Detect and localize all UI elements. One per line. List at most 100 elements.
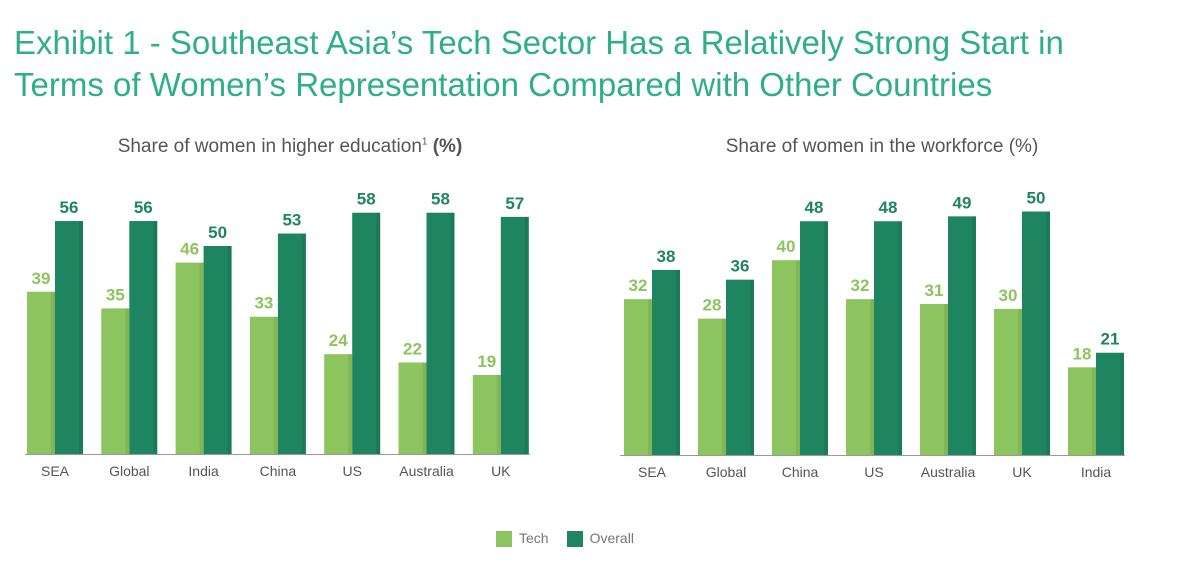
bar-overall [1022, 211, 1050, 455]
data-label: 58 [357, 190, 376, 209]
data-label: 49 [953, 193, 972, 212]
bar-tech [1068, 367, 1096, 455]
data-label: 48 [879, 198, 898, 217]
data-label: 58 [431, 190, 450, 209]
data-label: 56 [60, 198, 79, 217]
category-label: UK [491, 463, 511, 479]
bar-tech [698, 318, 726, 455]
legend-tech: Tech [496, 530, 549, 548]
bar-tech [324, 354, 353, 454]
bar-overall [203, 246, 232, 454]
bar-overall [352, 212, 381, 454]
category-label: UK [1012, 464, 1032, 480]
bar-shade [376, 212, 381, 454]
bar-shade [722, 318, 726, 455]
data-label: 53 [282, 211, 301, 230]
category-label: Australia [921, 464, 976, 480]
legend-tech-label: Tech [519, 530, 549, 546]
bar-shade [898, 221, 902, 455]
bar-overall [1096, 352, 1124, 455]
bar-shade [1018, 308, 1022, 455]
data-label: 57 [505, 194, 524, 213]
category-label: SEA [638, 464, 667, 480]
bar-shade [972, 216, 976, 455]
bar-shade [450, 212, 455, 454]
data-label: 40 [777, 237, 796, 256]
data-label: 48 [805, 198, 824, 217]
bar-tech [249, 316, 278, 454]
data-label: 22 [403, 339, 422, 358]
bar-shade [227, 246, 232, 454]
bar-tech [624, 299, 652, 455]
bar-overall [55, 221, 83, 454]
data-label: 50 [208, 223, 227, 242]
category-label: China [260, 463, 297, 479]
footnote-mark: 1 [421, 136, 428, 148]
data-label: 32 [851, 276, 870, 295]
overall-swatch [566, 531, 583, 548]
bar-overall [426, 212, 455, 454]
bar-shade [1092, 367, 1096, 455]
category-label: Global [706, 464, 746, 480]
data-label: 30 [999, 286, 1018, 305]
bar-tech [398, 362, 427, 454]
data-label: 33 [254, 294, 273, 313]
bar-tech [175, 262, 204, 454]
data-label: 38 [657, 247, 676, 266]
bar-shade [273, 316, 278, 454]
bar-overall [277, 233, 306, 454]
bar-tech [920, 304, 948, 455]
legend: Tech Overall [496, 530, 634, 548]
exhibit-title: Exhibit 1 - Southeast Asia’s Tech Sector… [14, 22, 1064, 106]
data-label: 56 [134, 198, 153, 217]
bar-shade [648, 299, 652, 455]
bar-shade [301, 233, 306, 454]
bar-tech [846, 299, 874, 455]
bar-shade [944, 304, 948, 455]
bar-overall [129, 221, 158, 454]
bar-shade [1046, 211, 1050, 455]
data-label: 36 [731, 257, 750, 276]
chart1-unit: (%) [432, 136, 463, 157]
bar-shade [199, 262, 204, 454]
bar-shade [796, 260, 800, 455]
category-label: Australia [399, 463, 454, 479]
bar-tech [994, 308, 1022, 455]
bar-shade [1120, 352, 1124, 455]
tech-swatch [496, 531, 512, 548]
bar-shade [125, 308, 130, 454]
bar-shade [348, 354, 353, 454]
category-label: US [342, 463, 361, 479]
bar-tech [772, 260, 800, 455]
data-label: 19 [477, 352, 496, 371]
category-label: India [1081, 464, 1112, 480]
bar-shade [422, 362, 427, 454]
category-label: Global [109, 463, 149, 479]
bar-tech [101, 308, 130, 454]
bar-shade [524, 216, 529, 454]
data-label: 35 [106, 285, 125, 304]
bar-overall [948, 216, 976, 455]
chart2-title: Share of women in the workforce (%) [725, 136, 1039, 157]
category-label: India [188, 463, 219, 479]
category-label: SEA [41, 463, 70, 479]
data-label: 32 [629, 276, 648, 295]
data-label: 28 [703, 296, 722, 315]
bar-shade [676, 269, 680, 455]
category-label: US [864, 464, 883, 480]
data-label: 24 [329, 331, 348, 350]
legend-overall: Overall [566, 530, 634, 548]
bar-tech [472, 374, 501, 454]
category-label: China [782, 464, 819, 480]
bar-overall [652, 269, 680, 455]
bar-overall [874, 221, 902, 455]
bar-shade [496, 374, 501, 454]
data-label: 50 [1027, 189, 1046, 208]
legend-overall-label: Overall [589, 530, 634, 546]
chart1-title-text: Share of women in higher education [117, 136, 422, 157]
data-label: 18 [1073, 344, 1092, 363]
data-label: 39 [32, 269, 51, 288]
bar-overall [726, 279, 754, 455]
bar-shade [750, 279, 754, 455]
